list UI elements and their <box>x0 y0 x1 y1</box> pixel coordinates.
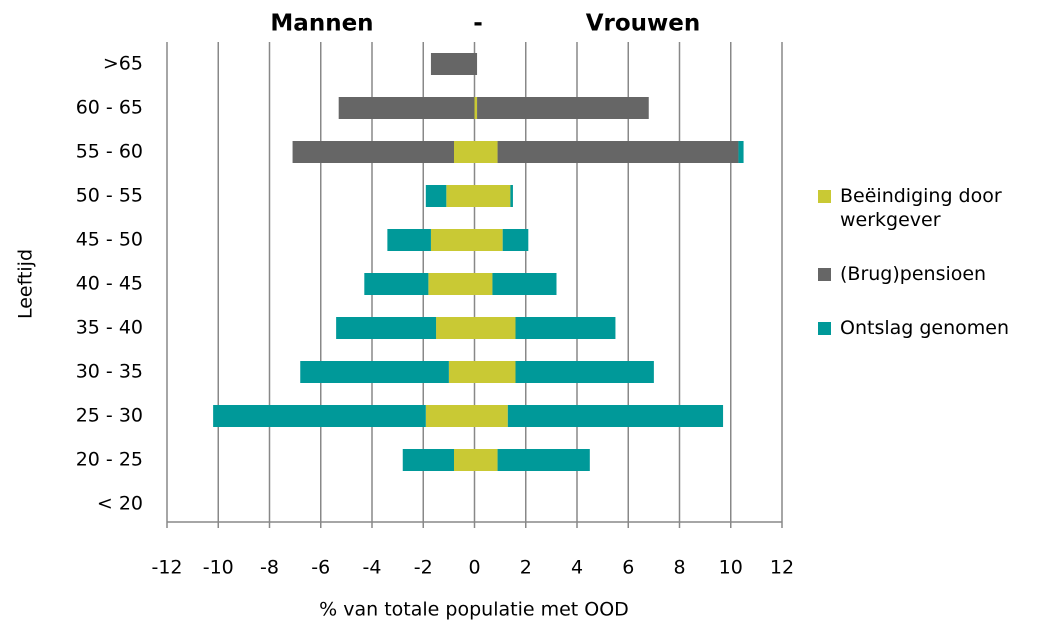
bar-segment <box>474 361 516 383</box>
bar-segment <box>497 141 739 163</box>
y-tick-label: >65 <box>103 53 143 75</box>
bar-segment <box>477 97 649 119</box>
bar-segment <box>474 53 478 75</box>
legend-swatch <box>818 268 831 281</box>
bar-segment <box>448 361 475 383</box>
legend-swatch <box>818 322 831 335</box>
bar-segment <box>425 405 475 427</box>
y-tick-label: 25 - 30 <box>76 405 143 427</box>
x-tick-label: -6 <box>311 557 330 579</box>
y-tick-label: 60 - 65 <box>76 97 143 119</box>
y-tick-label: 45 - 50 <box>76 229 143 251</box>
bar-segment <box>474 317 516 339</box>
x-tick-label: -8 <box>260 557 279 579</box>
bar-segment <box>474 449 498 471</box>
bar-segment <box>454 141 475 163</box>
legend-item: (Brug)pensioen <box>818 262 1020 286</box>
bar-segment <box>425 185 447 207</box>
title-men: Mannen <box>270 11 373 37</box>
bar-segment <box>510 185 513 207</box>
bar-segment <box>474 97 478 119</box>
bar-segment <box>474 229 503 251</box>
y-tick-label: < 20 <box>97 493 143 515</box>
bar-segment <box>338 97 475 119</box>
bar-segment <box>300 361 449 383</box>
x-tick-label: 8 <box>673 557 685 579</box>
bar-segment <box>387 229 431 251</box>
x-tick-label: -10 <box>203 557 234 579</box>
bar-segment <box>502 229 529 251</box>
y-tick-label: 30 - 35 <box>76 361 143 383</box>
bar-segment <box>446 185 475 207</box>
legend-label: Ontslag genomen <box>840 317 1010 339</box>
legend-item: Ontslag genomen <box>818 316 1057 340</box>
bar-segment <box>474 273 493 295</box>
bar-segment <box>454 449 475 471</box>
y-tick-label: 40 - 45 <box>76 273 143 295</box>
x-tick-label: 10 <box>719 557 743 579</box>
bar-segment <box>515 317 616 339</box>
legend: Beëindiging door werkgever (Brug)pensioen… <box>818 184 1048 370</box>
bar-segment <box>515 361 654 383</box>
x-tick-label: -4 <box>363 557 382 579</box>
y-axis-label: Leeftijd <box>15 249 37 319</box>
y-tick-label: 50 - 55 <box>76 185 143 207</box>
bar-segment <box>507 405 724 427</box>
bar-segment <box>474 405 508 427</box>
x-tick-label: -2 <box>414 557 433 579</box>
x-tick-label: 0 <box>468 557 480 579</box>
x-tick-label: 4 <box>571 557 583 579</box>
y-tick-label: 35 - 40 <box>76 317 143 339</box>
x-tick-label: -12 <box>151 557 182 579</box>
bar-segment <box>474 141 498 163</box>
bar-segment <box>213 405 426 427</box>
y-tick-label: 20 - 25 <box>76 449 143 471</box>
y-tick-label: 55 - 60 <box>76 141 143 163</box>
title-women: Vrouwen <box>586 11 701 37</box>
bar-segment <box>430 229 475 251</box>
bar-segment <box>428 273 475 295</box>
x-tick-label: 6 <box>622 557 634 579</box>
bar-segment <box>364 273 429 295</box>
x-tick-label: 12 <box>770 557 794 579</box>
bar-segment <box>474 185 511 207</box>
bar-segment <box>738 141 744 163</box>
legend-label: (Brug)pensioen <box>840 263 987 285</box>
bar-segment <box>336 317 437 339</box>
legend-swatch <box>818 190 831 203</box>
legend-label: Beëindiging door werkgever <box>840 185 1002 231</box>
bar-segment <box>492 273 557 295</box>
x-tick-label: 2 <box>520 557 532 579</box>
bar-segment <box>430 53 475 75</box>
bar-segment <box>402 449 454 471</box>
bar-segment <box>292 141 454 163</box>
legend-item: Beëindiging door werkgever <box>818 184 1020 232</box>
x-axis-label: % van totale populatie met OOD <box>319 599 629 621</box>
bar-segment <box>436 317 475 339</box>
title-separator: - <box>473 11 483 37</box>
bar-segment <box>497 449 590 471</box>
